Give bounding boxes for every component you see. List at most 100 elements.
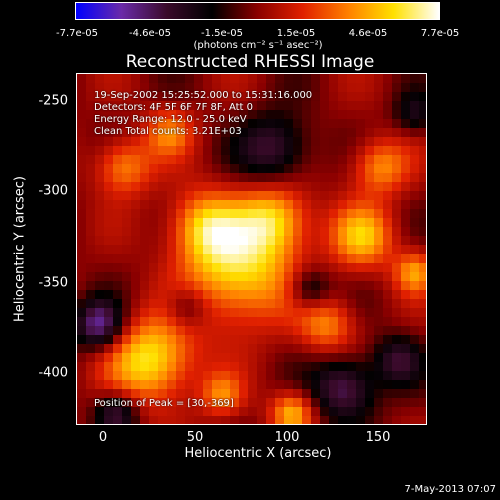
heatmap-cell [311, 83, 321, 93]
heatmap-cell [320, 335, 330, 345]
heatmap-cell [221, 335, 231, 345]
heatmap-cell [86, 209, 96, 219]
heatmap-cell [401, 263, 411, 273]
heatmap-cell [122, 299, 132, 309]
heatmap-cell [374, 290, 384, 300]
heatmap-cell [77, 389, 87, 399]
heatmap-cell [104, 119, 114, 129]
heatmap-cell [410, 263, 420, 273]
heatmap-cell [293, 101, 303, 111]
heatmap-cell [230, 353, 240, 363]
heatmap-cell [356, 299, 366, 309]
heatmap-cell [212, 191, 222, 201]
heatmap-cell [212, 362, 222, 372]
heatmap-cell [149, 218, 159, 228]
heatmap-cell [419, 389, 426, 399]
heatmap-cell [203, 191, 213, 201]
heatmap-cell [356, 128, 366, 138]
y-tick-label: -400 [38, 365, 68, 381]
heatmap-cell [230, 101, 240, 111]
heatmap-cell [275, 281, 285, 291]
heatmap-cell [320, 137, 330, 147]
heatmap-cell [176, 101, 186, 111]
heatmap-cell [392, 74, 402, 84]
heatmap-cell [122, 353, 132, 363]
heatmap-cell [86, 389, 96, 399]
heatmap-cell [347, 92, 357, 102]
heatmap-cell [230, 272, 240, 282]
x-tick-label: 100 [274, 430, 300, 445]
heatmap-cell [410, 416, 420, 424]
heatmap-cell [320, 362, 330, 372]
heatmap-cell [410, 245, 420, 255]
heatmap-cell [356, 182, 366, 192]
heatmap-cell [338, 119, 348, 129]
heatmap-cell [221, 254, 231, 264]
heatmap-cell [212, 101, 222, 111]
heatmap-cell [140, 83, 150, 93]
heatmap-cell [311, 362, 321, 372]
heatmap-cell [311, 272, 321, 282]
heatmap-cell [86, 398, 96, 408]
heatmap-cell [194, 236, 204, 246]
heatmap-cell [320, 398, 330, 408]
heatmap-cell [284, 137, 294, 147]
heatmap-cell [77, 173, 87, 183]
heatmap-cell [194, 74, 204, 84]
heatmap-cell [113, 326, 123, 336]
heatmap-cell [284, 254, 294, 264]
heatmap-cell [419, 110, 426, 120]
heatmap-cell [230, 371, 240, 381]
heatmap-cell [284, 128, 294, 138]
heatmap-cell [356, 281, 366, 291]
heatmap-cell [392, 308, 402, 318]
heatmap-cell [302, 371, 312, 381]
heatmap-cell [113, 299, 123, 309]
heatmap-cell [320, 272, 330, 282]
heatmap-cell [185, 128, 195, 138]
heatmap-cell [248, 272, 258, 282]
heatmap-cell [86, 407, 96, 417]
heatmap-cell [212, 335, 222, 345]
heatmap-cell [356, 200, 366, 210]
heatmap-cell [77, 92, 87, 102]
heatmap-cell [95, 245, 105, 255]
heatmap-cell [275, 155, 285, 165]
heatmap-cell [302, 128, 312, 138]
heatmap-cell [77, 371, 87, 381]
heatmap-cell [239, 227, 249, 237]
heatmap-cell [392, 317, 402, 327]
heatmap-cell [95, 227, 105, 237]
heatmap-cell [329, 128, 339, 138]
heatmap-cell [131, 200, 141, 210]
heatmap-cell [311, 236, 321, 246]
heatmap-cell [347, 416, 357, 424]
heatmap-cell [122, 407, 132, 417]
heatmap-cell [266, 281, 276, 291]
heatmap-cell [203, 299, 213, 309]
heatmap-cell [176, 371, 186, 381]
heatmap-cell [338, 218, 348, 228]
heatmap-cell [104, 83, 114, 93]
heatmap-cell [113, 245, 123, 255]
heatmap-cell [311, 209, 321, 219]
heatmap-cell [140, 74, 150, 84]
heatmap-cell [329, 263, 339, 273]
heatmap-cell [383, 173, 393, 183]
heatmap-cell [185, 389, 195, 399]
heatmap-cell [113, 398, 123, 408]
heatmap-cell [275, 344, 285, 354]
heatmap-cell [203, 101, 213, 111]
heatmap-cell [131, 272, 141, 282]
heatmap-cell [401, 191, 411, 201]
heatmap-cell [212, 308, 222, 318]
heatmap-cell [401, 110, 411, 120]
heatmap-cell [140, 218, 150, 228]
heatmap-cell [203, 209, 213, 219]
heatmap-cell [131, 362, 141, 372]
heatmap-cell [392, 101, 402, 111]
heatmap-cell [347, 317, 357, 327]
heatmap-cell [158, 182, 168, 192]
heatmap-cell [266, 155, 276, 165]
heatmap-cell [266, 371, 276, 381]
